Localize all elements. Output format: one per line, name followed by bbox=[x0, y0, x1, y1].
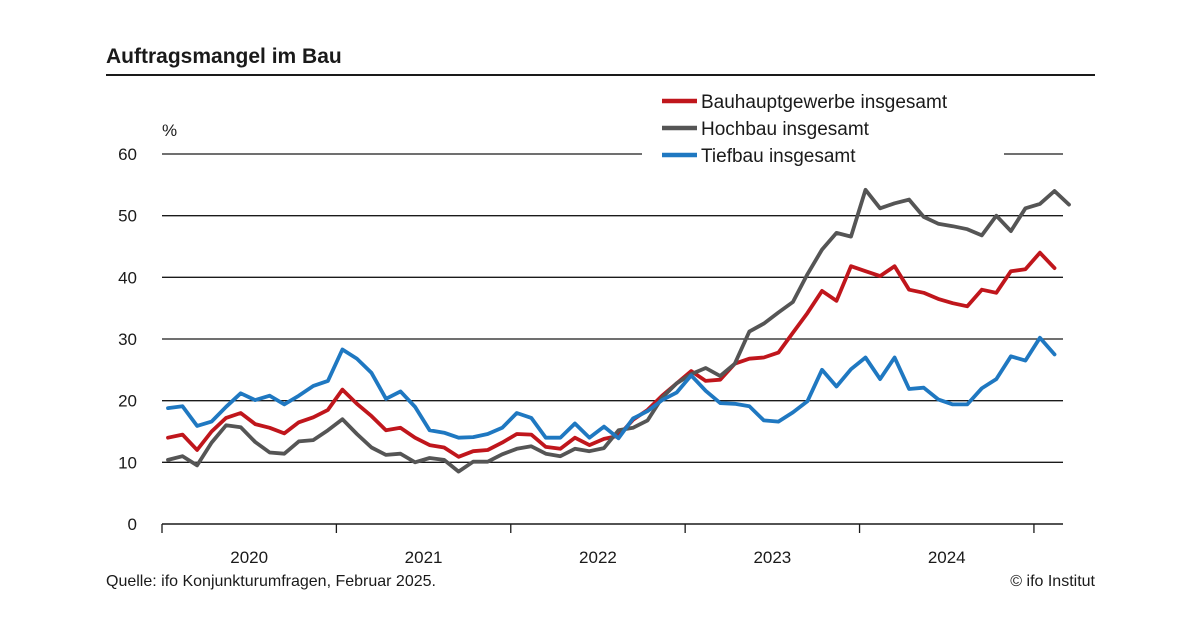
legend: Bauhauptgewerbe insgesamt Hochbau insgesa… bbox=[642, 86, 1004, 178]
legend-background bbox=[642, 86, 1004, 178]
legend-label: Bauhauptgewerbe insgesamt bbox=[701, 92, 948, 113]
series-lines bbox=[166, 187, 1071, 474]
x-axis: 2020 2021 2022 2023 2024 bbox=[161, 523, 1063, 567]
y-tick-label: 40 bbox=[118, 268, 137, 287]
series-line-3 bbox=[166, 335, 1057, 441]
y-tick-label: 20 bbox=[118, 392, 137, 411]
chart-title: Auftragsmangel im Bau bbox=[106, 45, 342, 68]
y-axis-ticks: 0 10 20 30 40 50 60 bbox=[118, 145, 137, 534]
x-tick-label: 2023 bbox=[753, 548, 791, 567]
source-note: Quelle: ifo Konjunkturumfragen, Februar … bbox=[106, 573, 436, 590]
x-tick-label: 2024 bbox=[928, 548, 966, 567]
x-tick-label: 2022 bbox=[579, 548, 617, 567]
copyright-note: © ifo Institut bbox=[1010, 573, 1095, 590]
gridlines bbox=[162, 153, 1063, 463]
x-tick-label: 2020 bbox=[230, 548, 268, 567]
legend-label: Tiefbau insgesamt bbox=[701, 146, 856, 167]
y-tick-label: 0 bbox=[128, 515, 137, 534]
series-line-2 bbox=[166, 187, 1071, 474]
series-line-1 bbox=[166, 250, 1057, 459]
legend-label: Hochbau insgesamt bbox=[701, 119, 870, 140]
y-tick-label: 10 bbox=[118, 453, 137, 472]
y-tick-label: 30 bbox=[118, 330, 137, 349]
x-tick-label: 2021 bbox=[405, 548, 443, 567]
y-tick-label: 60 bbox=[118, 145, 137, 164]
y-axis-unit: % bbox=[162, 121, 177, 140]
y-tick-label: 50 bbox=[118, 207, 137, 226]
